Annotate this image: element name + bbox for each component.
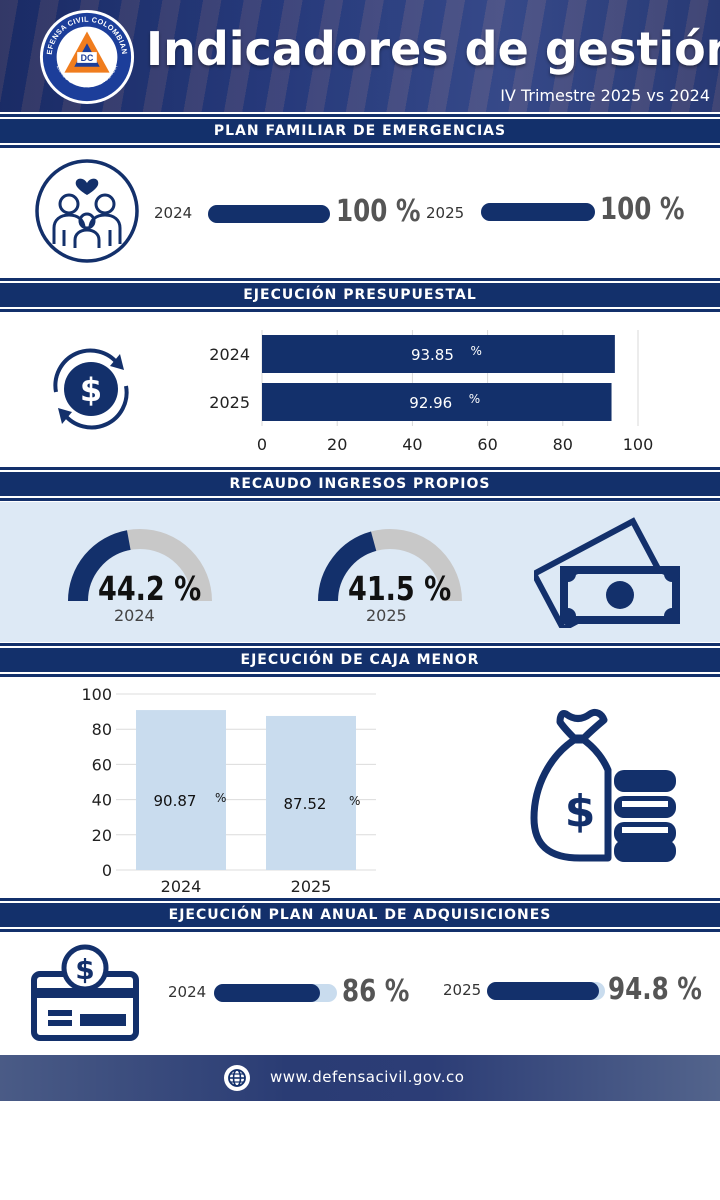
petty-y-tick-2: 40 bbox=[92, 791, 112, 810]
petty-y-tick-3: 60 bbox=[92, 755, 112, 774]
credit-card-dollar-icon: $ bbox=[31, 944, 139, 1041]
budget-value-label-2024: 93.85 bbox=[411, 346, 454, 364]
budget-category-2024: 2024 bbox=[209, 345, 250, 364]
recaudo-year-2024: 2024 bbox=[114, 606, 155, 625]
plan-familiar-year-2024: 2024 bbox=[154, 204, 193, 222]
petty-bar-2024 bbox=[136, 710, 226, 870]
budget-unit-label-2025: % bbox=[469, 392, 480, 406]
svg-text:$: $ bbox=[75, 953, 94, 986]
budget-x-tick-1: 20 bbox=[327, 435, 347, 454]
budget-execution-chart: 0 20 40 60 80 100 2024 93.85 % 2025 92.96% bbox=[209, 330, 654, 454]
budget-x-tick-0: 0 bbox=[257, 435, 267, 454]
petty-y-tick-4: 80 bbox=[92, 720, 112, 739]
petty-cash-chart: 0 20 40 60 80 100 2024 90.87 % 2025 87.52% bbox=[81, 685, 376, 896]
petty-category-2025: 2025 bbox=[291, 877, 332, 896]
budget-bar-2024 bbox=[262, 335, 615, 373]
plan-anual-value-2025: 94.8 % bbox=[608, 972, 702, 1007]
petty-unit-label-2024: % bbox=[215, 791, 226, 805]
website-link[interactable]: www.defensacivil.gov.co bbox=[270, 1068, 465, 1086]
petty-y-tick-5: 100 bbox=[81, 685, 112, 704]
plan-familiar-year-2025: 2025 bbox=[426, 204, 465, 222]
section-title-caja-menor: EJECUCIÓN DE CAJA MENOR bbox=[0, 643, 720, 677]
plan-anual-year-2024: 2024 bbox=[168, 983, 207, 1001]
money-bag-coins-icon: $ bbox=[530, 708, 676, 862]
budget-value-label-2025: 92.96 bbox=[409, 394, 452, 412]
section-title-recaudo: RECAUDO INGRESOS PROPIOS bbox=[0, 467, 720, 501]
defensa-civil-logo: DC DEFENSA CIVIL COLOMBIANA LISTOS EN PA… bbox=[38, 8, 135, 105]
budget-x-tick-3: 60 bbox=[477, 435, 497, 454]
petty-y-tick-1: 20 bbox=[92, 826, 112, 845]
page-title: Indicadores de gestión bbox=[146, 22, 720, 76]
budget-unit-label-2024: % bbox=[470, 344, 481, 358]
petty-bar-2025 bbox=[266, 715, 356, 870]
plan-anual-value-2024: 86 % bbox=[342, 974, 410, 1009]
petty-unit-label-2025: % bbox=[349, 794, 360, 808]
plan-familiar-2025-progress bbox=[481, 203, 595, 221]
recaudo-gauge-2024 bbox=[68, 529, 212, 602]
budget-bar-2025 bbox=[262, 383, 612, 421]
petty-category-2024: 2024 bbox=[161, 877, 202, 896]
petty-y-tick-0: 0 bbox=[102, 861, 112, 880]
footer-bar: www.defensacivil.gov.co bbox=[0, 1055, 720, 1101]
dollar-cycle-icon: $ bbox=[53, 348, 129, 430]
plan-anual-2025-progress bbox=[487, 982, 599, 1000]
plan-familiar-value-2025: 100 % bbox=[600, 192, 685, 227]
svg-text:$: $ bbox=[565, 786, 596, 837]
section-title-plan-familiar: PLAN FAMILIAR DE EMERGENCIAS bbox=[0, 114, 720, 148]
globe-icon bbox=[224, 1065, 250, 1091]
plan-familiar-2024-progress bbox=[208, 205, 330, 223]
petty-value-label-2024: 90.87 bbox=[154, 792, 197, 810]
section-title-plan-anual: EJECUCIÓN PLAN ANUAL DE ADQUISICIONES bbox=[0, 898, 720, 932]
banknote-icon bbox=[534, 517, 680, 628]
petty-value-label-2025: 87.52 bbox=[284, 795, 327, 813]
plan-familiar-value-2024: 100 % bbox=[336, 194, 421, 229]
family-heart-icon bbox=[35, 159, 139, 263]
logo-center-text: DC bbox=[81, 53, 94, 63]
budget-x-tick-2: 40 bbox=[402, 435, 422, 454]
recaudo-value-2024: 44.2 % bbox=[98, 569, 202, 608]
recaudo-gauge-2025 bbox=[318, 529, 462, 602]
budget-x-tick-4: 80 bbox=[553, 435, 573, 454]
budget-category-2025: 2025 bbox=[209, 393, 250, 412]
budget-x-tick-5: 100 bbox=[623, 435, 654, 454]
section-title-ejecucion-presupuestal: EJECUCIÓN PRESUPUESTAL bbox=[0, 278, 720, 312]
plan-anual-2024-progress bbox=[214, 984, 320, 1002]
recaudo-value-2025: 41.5 % bbox=[348, 569, 452, 608]
recaudo-year-2025: 2025 bbox=[366, 606, 407, 625]
page-subtitle: IV Trimestre 2025 vs 2024 bbox=[500, 86, 710, 105]
svg-text:$: $ bbox=[80, 371, 102, 409]
plan-anual-year-2025: 2025 bbox=[443, 981, 482, 999]
header-banner: DC DEFENSA CIVIL COLOMBIANA LISTOS EN PA… bbox=[0, 0, 720, 112]
